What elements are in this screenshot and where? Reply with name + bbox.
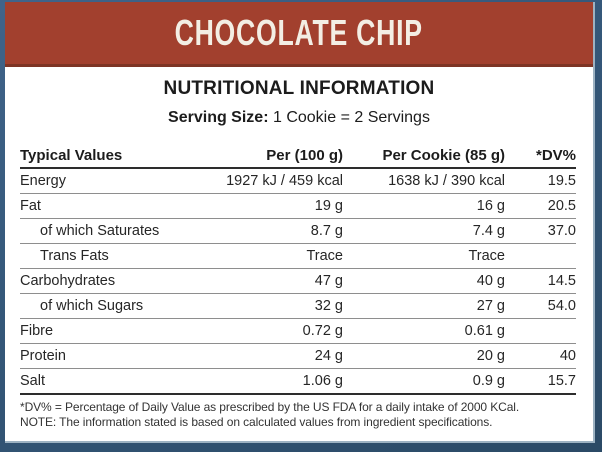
nutrition-table-body: Energy 1927 kJ / 459 kcal 1638 kJ / 390 kc… xyxy=(20,168,576,395)
dv-percent-value: 15.7 xyxy=(505,368,576,395)
row-label: Energy xyxy=(20,168,170,194)
table-row: Salt 1.06 g 0.9 g 15.7 xyxy=(20,368,576,395)
table-row: of which Sugars 32 g 27 g 54.0 xyxy=(20,293,576,319)
footnotes: *DV% = Percentage of Daily Value as pres… xyxy=(20,400,574,429)
nutritional-information-title: NUTRITIONAL INFORMATION xyxy=(163,78,435,99)
row-label: of which Saturates xyxy=(20,218,170,244)
dv-percent-value: 40 xyxy=(505,343,576,369)
row-label: Fat xyxy=(20,193,170,219)
col-dv-percent: *DV% xyxy=(505,143,576,169)
per-cookie-value: 16 g xyxy=(343,193,505,219)
dv-percent-value: 19.5 xyxy=(505,168,576,194)
per-100g-value: 0.72 g xyxy=(170,318,343,344)
calculation-note: NOTE: The information stated is based on… xyxy=(20,414,493,429)
table-row: Carbohydrates 47 g 40 g 14.5 xyxy=(20,268,576,294)
per-100g-value: 47 g xyxy=(170,268,343,294)
row-label: Trans Fats xyxy=(20,243,170,269)
serving-size-value: 1 Cookie = 2 Servings xyxy=(268,109,430,126)
col-per-100g: Per (100 g) xyxy=(170,143,343,169)
per-cookie-value: 0.61 g xyxy=(343,318,505,344)
per-cookie-value: 40 g xyxy=(343,268,505,294)
serving-size-label: Serving Size: xyxy=(168,109,269,126)
per-100g-value: 1.06 g xyxy=(170,368,343,395)
dv-percent-value: 54.0 xyxy=(505,293,576,319)
row-label: Protein xyxy=(20,343,170,369)
col-per-cookie: Per Cookie (85 g) xyxy=(343,143,505,169)
row-label: Carbohydrates xyxy=(20,268,170,294)
table-row: of which Saturates 8.7 g 7.4 g 37.0 xyxy=(20,218,576,244)
table-row: Protein 24 g 20 g 40 xyxy=(20,343,576,369)
per-cookie-value: Trace xyxy=(343,243,505,269)
per-100g-value: 32 g xyxy=(170,293,343,319)
per-cookie-value: 27 g xyxy=(343,293,505,319)
dv-percent-value xyxy=(505,318,576,344)
dv-percent-value: 14.5 xyxy=(505,268,576,294)
table-row: Energy 1927 kJ / 459 kcal 1638 kJ / 390 kc… xyxy=(20,168,576,194)
dv-footnote: *DV% = Percentage of Daily Value as pres… xyxy=(20,400,520,414)
per-cookie-value: 7.4 g xyxy=(343,218,505,244)
flavor-banner: CHOCOLATE CHIP xyxy=(5,2,593,67)
flavor-title: CHOCOLATE CHIP xyxy=(174,12,424,53)
nutrition-label: CHOCOLATE CHIP NUTRITIONAL INFORMATION S… xyxy=(5,2,595,443)
serving-size-line: Serving Size: 1 Cookie = 2 Servings xyxy=(5,109,593,127)
dv-percent-value: 37.0 xyxy=(505,218,576,244)
table-header-row: Typical Values Per (100 g) Per Cookie (8… xyxy=(20,143,576,169)
per-cookie-value: 1638 kJ / 390 kcal xyxy=(343,168,505,194)
row-label: Salt xyxy=(20,368,170,395)
table-row: Fibre 0.72 g 0.61 g xyxy=(20,318,576,344)
table-row: Fat 19 g 16 g 20.5 xyxy=(20,193,576,219)
per-100g-value: 24 g xyxy=(170,343,343,369)
row-label: Fibre xyxy=(20,318,170,344)
per-100g-value: Trace xyxy=(170,243,343,269)
table-row: Trans Fats Trace Trace xyxy=(20,243,576,269)
per-100g-value: 1927 kJ / 459 kcal xyxy=(170,168,343,194)
per-cookie-value: 0.9 g xyxy=(343,368,505,395)
dv-percent-value: 20.5 xyxy=(505,193,576,219)
nutrition-table: Typical Values Per (100 g) Per Cookie (8… xyxy=(20,143,576,395)
per-cookie-value: 20 g xyxy=(343,343,505,369)
row-label: of which Sugars xyxy=(20,293,170,319)
dv-percent-value xyxy=(505,243,576,269)
per-100g-value: 19 g xyxy=(170,193,343,219)
col-typical-values: Typical Values xyxy=(20,143,170,169)
per-100g-value: 8.7 g xyxy=(170,218,343,244)
